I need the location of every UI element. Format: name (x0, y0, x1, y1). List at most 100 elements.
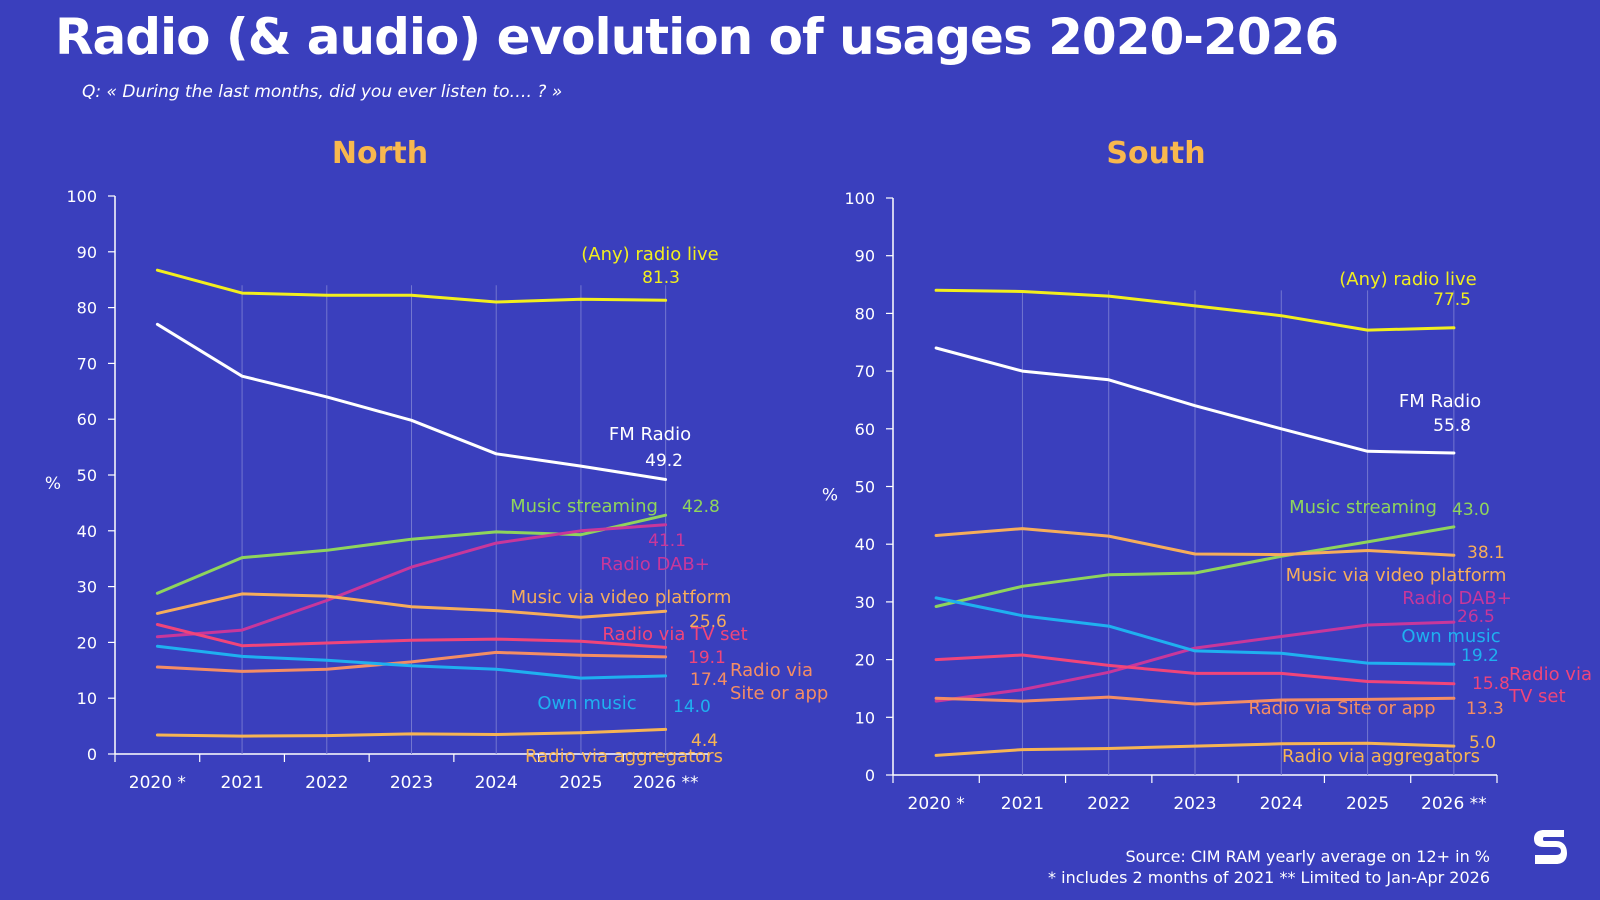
north-x-tick-label: 2020 * (129, 773, 186, 793)
south-y-tick-label: 60 (855, 420, 875, 439)
south-data-label-music-streaming: 43.0 (1452, 500, 1490, 520)
south-x-tick-label: 2020 * (908, 794, 965, 814)
north-data-label-radio-dab: 41.1 (648, 531, 686, 551)
south-x-tick-label: 2025 (1346, 794, 1389, 814)
south-data-label-fm-radio: 55.8 (1433, 416, 1471, 436)
south-y-axis-label: % (822, 486, 838, 506)
north-x-tick-label: 2021 (220, 773, 263, 793)
south-series-label-radio-via-tv-set-line2: TV set (1508, 686, 1566, 707)
north-series-line-music-streaming (155, 513, 668, 595)
north-x-tick-label: 2026 ** (633, 773, 699, 793)
north-series-label-radio-via-site-or-app: Radio via (730, 660, 813, 681)
north-y-tick-label: 70 (77, 354, 97, 373)
north-chart-title: North (332, 136, 428, 171)
south-series-line-radio-via-tv-set (934, 653, 1456, 686)
north-series-label-fm-radio: FM Radio (609, 424, 691, 445)
north-y-tick-label: 10 (77, 689, 97, 708)
south-y-tick-label: 90 (855, 247, 875, 266)
north-series-label-radio-via-tv-set: Radio via TV set (602, 624, 747, 645)
north-data-label-radio-via-tv-set: 19.1 (688, 648, 726, 668)
source-line-2: * includes 2 months of 2021 ** Limited t… (1048, 868, 1490, 887)
south-y-tick-label: 30 (855, 593, 875, 612)
north-data-label-radio-via-aggregators: 4.4 (691, 731, 718, 751)
south-y-tick-label: 100 (844, 189, 875, 208)
south-series-line-radio-via-site-or-app (934, 695, 1456, 706)
north-x-tick-label: 2024 (475, 773, 518, 793)
north-series-label-radio-dab: Radio DAB+ (600, 554, 710, 575)
north-series-line-radio-via-site-or-app (155, 650, 668, 673)
north-data-label-own-music: 14.0 (673, 697, 711, 717)
south-y-tick-label: 20 (855, 651, 875, 670)
north-series-label-music-streaming: Music streaming (510, 496, 658, 517)
north-series-line-fm-radio (155, 322, 668, 481)
south-series-label-radio-via-tv-set: Radio via (1509, 664, 1592, 685)
south-series-line-radio-dab (934, 620, 1456, 703)
north-y-axis-label: % (45, 474, 61, 494)
north-series-line-music-via-video-platform (155, 592, 668, 619)
south-data-label-radio-dab: 26.5 (1457, 607, 1495, 627)
source-note: Source: CIM RAM yearly average on 12+ in… (1048, 846, 1490, 888)
south-data-label-radio-via-tv-set: 15.8 (1472, 674, 1510, 694)
s-logo-icon (1530, 826, 1570, 870)
north-series-line-radio-dab (155, 523, 668, 639)
north-series-line-own-music (155, 644, 668, 680)
page-subtitle: Q: « During the last months, did you eve… (82, 82, 563, 102)
south-series-line-any-radio-live (934, 288, 1456, 332)
north-y-tick-label: 60 (77, 410, 97, 429)
north-series-label-radio-via-aggregators: Radio via aggregators (525, 746, 723, 767)
south-series-line-fm-radio (934, 346, 1456, 455)
south-y-tick-label: 70 (855, 362, 875, 381)
south-series-label-radio-via-site-or-app: Radio via Site or app (1248, 698, 1435, 719)
north-series-label-any-radio-live: (Any) radio live (581, 244, 718, 265)
south-chart-title: South (1106, 136, 1205, 171)
south-series-line-music-via-video-platform (934, 527, 1456, 557)
north-y-tick-label: 40 (77, 522, 97, 541)
south-y-tick-label: 0 (865, 766, 875, 785)
north-y-tick-label: 80 (77, 299, 97, 318)
south-y-tick-label: 80 (855, 304, 875, 323)
north-data-label-radio-via-site-or-app: 17.4 (690, 670, 728, 690)
south-series-line-music-streaming (934, 525, 1456, 608)
north-data-label-fm-radio: 49.2 (645, 451, 683, 471)
north-x-tick-label: 2022 (305, 773, 348, 793)
north-y-tick-label: 50 (77, 466, 97, 485)
north-series-label-own-music: Own music (537, 693, 636, 714)
south-x-tick-label: 2022 (1087, 794, 1130, 814)
south-series-line-own-music (934, 596, 1456, 666)
south-data-label-own-music: 19.2 (1461, 646, 1499, 666)
north-data-label-any-radio-live: 81.3 (642, 268, 680, 288)
north-series-label-music-via-video-platform: Music via video platform (511, 587, 732, 608)
north-y-tick-label: 90 (77, 243, 97, 262)
south-y-tick-label: 40 (855, 535, 875, 554)
south-data-label-radio-via-site-or-app: 13.3 (1466, 699, 1504, 719)
north-series-line-any-radio-live (155, 268, 668, 304)
north-y-tick-label: 30 (77, 578, 97, 597)
source-line-1: Source: CIM RAM yearly average on 12+ in… (1125, 847, 1490, 866)
north-y-tick-label: 100 (66, 187, 97, 206)
south-data-label-any-radio-live: 77.5 (1433, 290, 1471, 310)
north-y-tick-label: 0 (87, 745, 97, 764)
south-x-tick-label: 2026 ** (1421, 794, 1487, 814)
south-series-label-own-music: Own music (1401, 626, 1500, 647)
south-series-label-music-via-video-platform: Music via video platform (1286, 565, 1507, 586)
south-series-line-radio-via-aggregators (934, 741, 1456, 757)
south-series-label-any-radio-live: (Any) radio live (1339, 269, 1476, 290)
north-x-tick-label: 2025 (559, 773, 602, 793)
page-title: Radio (& audio) evolution of usages 2020… (55, 8, 1339, 66)
south-data-label-radio-via-aggregators: 5.0 (1469, 733, 1496, 753)
north-y-tick-label: 20 (77, 633, 97, 652)
south-series-label-music-streaming: Music streaming (1289, 497, 1437, 518)
north-data-label-music-streaming: 42.8 (682, 497, 720, 517)
south-y-tick-label: 50 (855, 478, 875, 497)
north-data-label-music-via-video-platform: 25.6 (689, 612, 727, 632)
south-x-tick-label: 2023 (1173, 794, 1216, 814)
south-data-label-music-via-video-platform: 38.1 (1467, 543, 1505, 563)
north-x-tick-label: 2023 (390, 773, 433, 793)
north-series-label-radio-via-site-or-app-line2: Site or app (730, 683, 828, 704)
north-series-line-radio-via-aggregators (155, 727, 668, 738)
south-series-label-radio-via-aggregators: Radio via aggregators (1282, 746, 1480, 767)
south-series-label-fm-radio: FM Radio (1399, 391, 1481, 412)
south-x-tick-label: 2021 (1001, 794, 1044, 814)
north-series-line-radio-via-tv-set (155, 623, 668, 649)
